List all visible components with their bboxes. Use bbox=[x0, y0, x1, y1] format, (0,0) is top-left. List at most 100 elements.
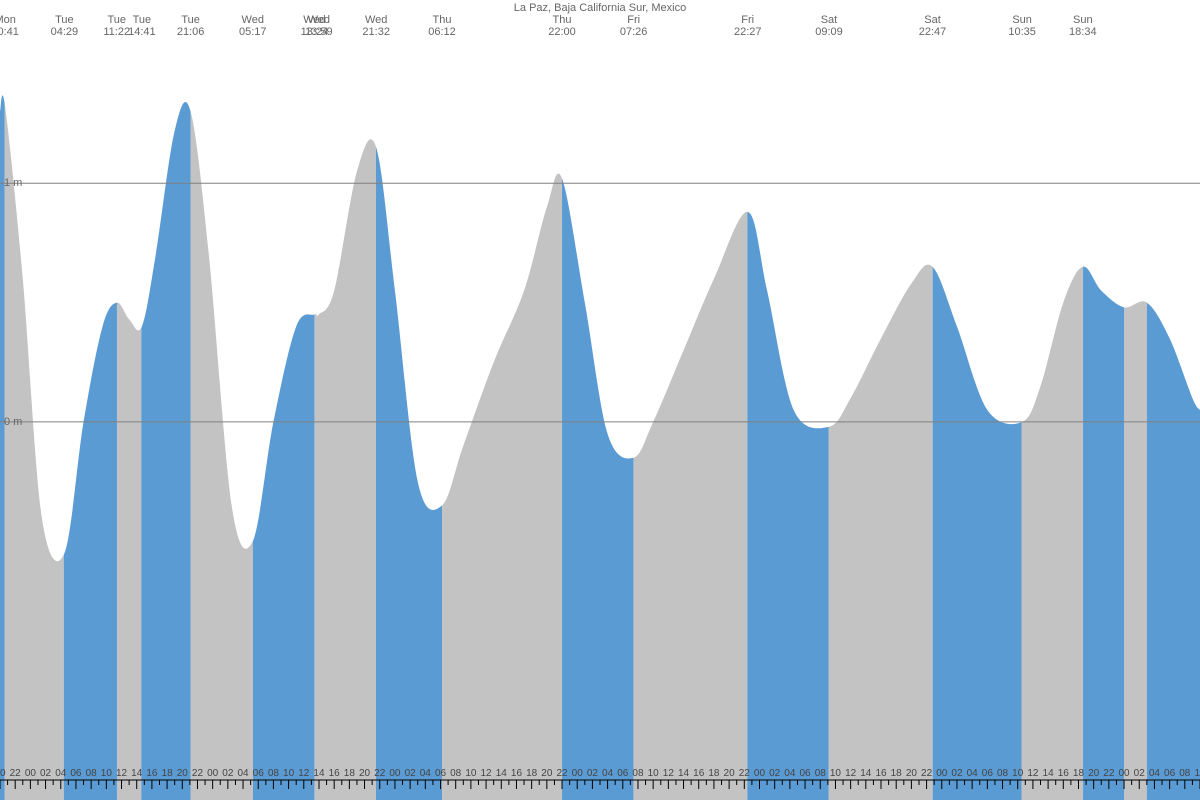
extreme-tick: Sun10:35 bbox=[1008, 14, 1036, 38]
x-tick-label: 20 bbox=[1088, 768, 1099, 779]
x-tick-label: 02 bbox=[405, 768, 416, 779]
x-tick-label: 14 bbox=[131, 768, 142, 779]
x-tick-label: 08 bbox=[815, 768, 826, 779]
x-tick-label: 14 bbox=[313, 768, 324, 779]
x-tick-label: 16 bbox=[875, 768, 886, 779]
x-tick-label: 02 bbox=[222, 768, 233, 779]
extreme-tick: Sun18:34 bbox=[1069, 14, 1097, 38]
x-tick-label: 10 bbox=[101, 768, 112, 779]
extreme-tick: Mon20:41 bbox=[0, 14, 19, 38]
x-tick-label: 20 bbox=[177, 768, 188, 779]
x-tick-label: 10 bbox=[648, 768, 659, 779]
x-tick-label: 18 bbox=[344, 768, 355, 779]
x-tick-label: 10 bbox=[830, 768, 841, 779]
x-tick-label: 12 bbox=[116, 768, 127, 779]
extreme-tick: Fri22:27 bbox=[734, 14, 762, 38]
x-tick-label: 22 bbox=[10, 768, 21, 779]
extreme-tick: Thu06:12 bbox=[428, 14, 456, 38]
x-tick-label: 04 bbox=[967, 768, 978, 779]
x-tick-label: 12 bbox=[1027, 768, 1038, 779]
x-tick-label: 00 bbox=[754, 768, 765, 779]
x-tick-label: 00 bbox=[572, 768, 583, 779]
x-tick-label: 04 bbox=[602, 768, 613, 779]
x-tick-label: 10 bbox=[465, 768, 476, 779]
x-tick-label: 08 bbox=[268, 768, 279, 779]
x-tick-label: 02 bbox=[951, 768, 962, 779]
x-tick-label: 00 bbox=[936, 768, 947, 779]
x-tick-label: 14 bbox=[678, 768, 689, 779]
x-tick-label: 22 bbox=[1103, 768, 1114, 779]
x-tick-label: 12 bbox=[298, 768, 309, 779]
x-tick-label: 02 bbox=[587, 768, 598, 779]
x-tick-label: 10 bbox=[1012, 768, 1023, 779]
x-tick-label: 12 bbox=[481, 768, 492, 779]
x-tick-label: 02 bbox=[1134, 768, 1145, 779]
x-tick-label: 18 bbox=[1073, 768, 1084, 779]
x-tick-label: 22 bbox=[374, 768, 385, 779]
x-tick-label: 08 bbox=[997, 768, 1008, 779]
extreme-tick: Wed05:17 bbox=[239, 14, 267, 38]
x-tick-label: 00 bbox=[1118, 768, 1129, 779]
x-tick-label: 04 bbox=[784, 768, 795, 779]
x-tick-label: 04 bbox=[237, 768, 248, 779]
extreme-tick: Tue21:06 bbox=[177, 14, 205, 38]
x-tick-label: 18 bbox=[891, 768, 902, 779]
x-tick-label: 10 bbox=[1194, 768, 1200, 779]
x-tick-label: 08 bbox=[86, 768, 97, 779]
extreme-tick: Wed13:59 bbox=[305, 14, 333, 38]
x-tick-label: 20 bbox=[906, 768, 917, 779]
extreme-tick: Tue14:41 bbox=[128, 14, 156, 38]
x-tick-label: 20 bbox=[0, 768, 6, 779]
x-tick-label: 22 bbox=[921, 768, 932, 779]
extreme-tick: Tue04:29 bbox=[51, 14, 79, 38]
x-tick-label: 04 bbox=[55, 768, 66, 779]
x-tick-label: 20 bbox=[724, 768, 735, 779]
x-tick-label: 16 bbox=[146, 768, 157, 779]
y-axis-label: 0 m bbox=[4, 416, 22, 428]
x-tick-label: 22 bbox=[739, 768, 750, 779]
x-tick-label: 00 bbox=[389, 768, 400, 779]
extreme-tick: Wed21:32 bbox=[362, 14, 390, 38]
x-tick-label: 02 bbox=[769, 768, 780, 779]
x-tick-label: 02 bbox=[40, 768, 51, 779]
x-tick-label: 12 bbox=[663, 768, 674, 779]
x-tick-label: 14 bbox=[860, 768, 871, 779]
x-tick-label: 16 bbox=[511, 768, 522, 779]
chart-title: La Paz, Baja California Sur, Mexico bbox=[0, 2, 1200, 14]
x-tick-label: 06 bbox=[70, 768, 81, 779]
x-tick-label: 22 bbox=[556, 768, 567, 779]
y-axis-label: 1 m bbox=[4, 177, 22, 189]
chart-svg bbox=[0, 0, 1200, 800]
x-tick-label: 22 bbox=[192, 768, 203, 779]
x-tick-label: 18 bbox=[708, 768, 719, 779]
x-tick-label: 08 bbox=[632, 768, 643, 779]
x-tick-label: 16 bbox=[329, 768, 340, 779]
extreme-tick: Sat22:47 bbox=[919, 14, 947, 38]
x-tick-label: 16 bbox=[1058, 768, 1069, 779]
x-tick-label: 18 bbox=[526, 768, 537, 779]
x-tick-label: 06 bbox=[1164, 768, 1175, 779]
x-tick-label: 18 bbox=[162, 768, 173, 779]
x-tick-label: 12 bbox=[845, 768, 856, 779]
x-tick-label: 04 bbox=[420, 768, 431, 779]
x-tick-label: 08 bbox=[450, 768, 461, 779]
x-tick-label: 20 bbox=[359, 768, 370, 779]
x-tick-label: 00 bbox=[25, 768, 36, 779]
extreme-tick: Tue11:22 bbox=[103, 14, 130, 38]
x-tick-label: 08 bbox=[1179, 768, 1190, 779]
x-tick-label: 10 bbox=[283, 768, 294, 779]
x-tick-label: 00 bbox=[207, 768, 218, 779]
extreme-tick: Fri07:26 bbox=[620, 14, 648, 38]
x-tick-label: 06 bbox=[617, 768, 628, 779]
x-tick-label: 20 bbox=[541, 768, 552, 779]
tide-chart: La Paz, Baja California Sur, Mexico 0 m 1… bbox=[0, 0, 1200, 800]
x-tick-label: 16 bbox=[693, 768, 704, 779]
tide-area-rising bbox=[0, 95, 1200, 800]
x-tick-label: 06 bbox=[800, 768, 811, 779]
x-tick-label: 14 bbox=[1043, 768, 1054, 779]
x-tick-label: 14 bbox=[496, 768, 507, 779]
x-tick-label: 06 bbox=[982, 768, 993, 779]
x-tick-label: 06 bbox=[253, 768, 264, 779]
extreme-tick: Thu22:00 bbox=[548, 14, 576, 38]
x-tick-label: 06 bbox=[435, 768, 446, 779]
